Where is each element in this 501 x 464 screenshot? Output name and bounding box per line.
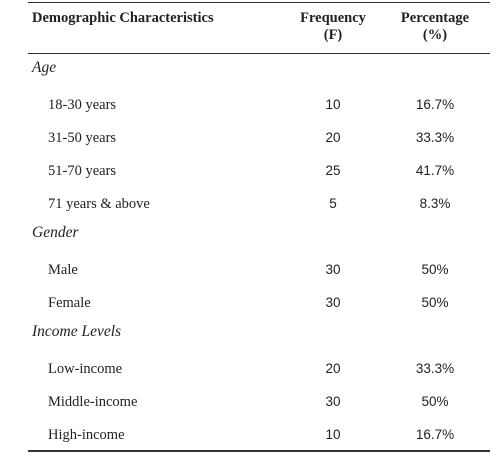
table-row: High-income 10 16.7% — [28, 417, 490, 450]
row-label: 18-30 years — [48, 97, 117, 113]
section-income-levels: Income Levels — [28, 318, 490, 351]
header-percentage-line2: (%) — [422, 27, 448, 43]
row-percentage: 33.3% — [415, 361, 455, 376]
header-rule — [28, 53, 490, 54]
row-frequency: 30 — [325, 262, 341, 277]
row-percentage: 50% — [421, 394, 449, 409]
row-label: 51-70 years — [48, 163, 117, 179]
header-frequency: Frequency (F) — [290, 10, 376, 44]
table-row: 31-50 years 20 33.3% — [28, 120, 490, 153]
row-frequency: 30 — [325, 295, 341, 310]
row-percentage: 16.7% — [415, 427, 455, 442]
row-label: Low-income — [48, 361, 123, 377]
header-frequency-line2: (F) — [323, 27, 343, 43]
row-label: 31-50 years — [48, 130, 117, 146]
table-row: Female 30 50% — [28, 285, 490, 318]
bottom-rule — [28, 450, 490, 452]
row-frequency: 5 — [329, 196, 337, 211]
table-row: Middle-income 30 50% — [28, 384, 490, 417]
row-frequency: 10 — [325, 427, 341, 442]
header-demographic-characteristics: Demographic Characteristics — [32, 10, 214, 26]
table-row: 18-30 years 10 16.7% — [28, 87, 490, 120]
header-frequency-line1: Frequency — [300, 10, 366, 26]
row-label: High-income — [48, 427, 125, 443]
section-gender: Gender — [28, 219, 490, 252]
row-label: Middle-income — [48, 394, 138, 410]
row-label: 71 years & above — [48, 196, 150, 212]
table-row: 71 years & above 5 8.3% — [28, 186, 490, 219]
top-rule — [28, 2, 490, 3]
row-percentage: 41.7% — [415, 163, 455, 178]
section-age: Age — [28, 54, 490, 87]
row-label: Female — [48, 295, 91, 311]
row-percentage: 16.7% — [415, 97, 455, 112]
header-percentage: Percentage (%) — [390, 10, 480, 44]
section-title-age: Age — [32, 59, 57, 76]
section-title-gender: Gender — [32, 224, 79, 241]
row-percentage: 50% — [421, 262, 449, 277]
row-percentage: 33.3% — [415, 130, 455, 145]
table-row: Low-income 20 33.3% — [28, 351, 490, 384]
row-frequency: 20 — [325, 130, 341, 145]
row-frequency: 20 — [325, 361, 341, 376]
row-percentage: 50% — [421, 295, 449, 310]
table-row: 51-70 years 25 41.7% — [28, 153, 490, 186]
header-percentage-line1: Percentage — [400, 10, 470, 26]
row-label: Male — [48, 262, 78, 278]
section-title-income-levels: Income Levels — [32, 323, 122, 340]
row-frequency: 25 — [325, 163, 341, 178]
row-frequency: 10 — [325, 97, 341, 112]
row-frequency: 30 — [325, 394, 341, 409]
row-percentage: 8.3% — [419, 196, 451, 211]
table-row: Male 30 50% — [28, 252, 490, 285]
